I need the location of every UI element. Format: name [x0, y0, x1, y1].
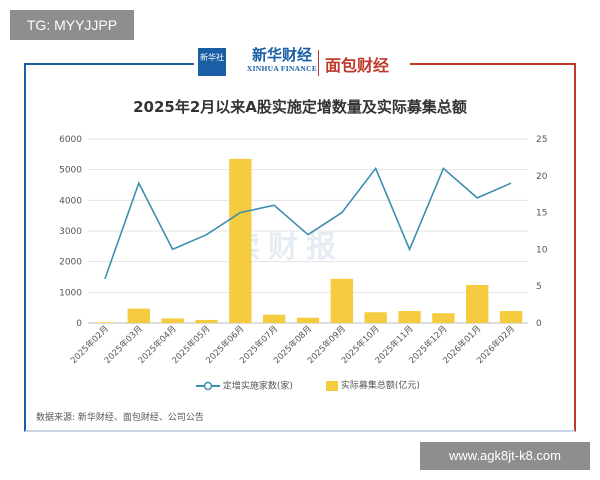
overlay-url: www.agk8jt-k8.com — [420, 442, 590, 470]
bar — [161, 318, 184, 323]
bar — [93, 322, 117, 323]
y-left-tick-label: 3000 — [59, 227, 82, 237]
frame-top-left-line — [24, 63, 194, 65]
y-left-tick-label: 1000 — [59, 288, 82, 298]
bar — [432, 313, 455, 323]
bar — [296, 317, 320, 323]
brand-separator — [318, 50, 319, 76]
brand-header: 新华社 新华财经 XINHUA FINANCE 面包财经 — [0, 44, 600, 80]
xinhua-finance-logo: 新华财经 XINHUA FINANCE — [232, 46, 332, 74]
y-right-tick-label: 5 — [536, 282, 542, 292]
y-right-tick-label: 10 — [536, 245, 548, 255]
legend-bar-swatch-icon — [326, 380, 338, 391]
legend-item-bar: 实际募集总额(亿元) — [326, 378, 420, 394]
bar — [229, 158, 252, 323]
legend-item-line: 定增实施家数(家) — [196, 378, 293, 394]
y-left-tick-label: 0 — [76, 319, 82, 329]
y-left-tick-label: 6000 — [59, 135, 82, 145]
y-left-tick-label: 4000 — [59, 196, 82, 206]
bar — [364, 312, 387, 323]
bar — [398, 311, 421, 323]
y-right-tick-label: 0 — [536, 319, 542, 329]
bar — [262, 314, 286, 323]
xinhua-cn-name: 新华财经 — [251, 46, 312, 64]
bar — [195, 319, 218, 323]
bar — [466, 284, 489, 323]
bar — [127, 308, 150, 323]
legend-bar-label: 实际募集总额(亿元) — [340, 381, 420, 391]
chart-frame — [24, 64, 576, 432]
y-right-tick-label: 15 — [536, 209, 547, 219]
y-right-tick-label: 25 — [536, 135, 547, 145]
xinhua-logo-icon: 新华社 — [198, 48, 226, 76]
bar — [330, 278, 354, 323]
chart-title: 2025年2月以来A股实施定增数量及实际募集总额 — [133, 98, 467, 116]
xinhua-en-name: XINHUA FINANCE — [246, 64, 318, 73]
mianbao-logo: 面包财经 — [325, 56, 390, 75]
y-right-tick-label: 20 — [536, 172, 548, 182]
line-series — [104, 166, 512, 280]
legend-line-marker-icon — [196, 381, 220, 391]
y-left-tick-label: 2000 — [59, 258, 82, 268]
source-note: 数据来源: 新华财经、面包财经、公司公告 — [36, 413, 204, 423]
bar — [499, 311, 523, 323]
legend-line-label: 定增实施家数(家) — [222, 381, 293, 392]
overlay-tag: TG: MYYJJPP — [10, 10, 134, 40]
frame-top-right-line — [410, 63, 576, 65]
y-left-tick-label: 5000 — [59, 166, 82, 176]
